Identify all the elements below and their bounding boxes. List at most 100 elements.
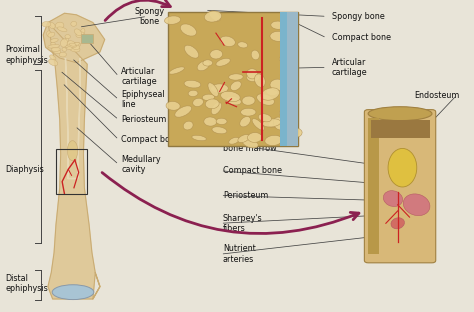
FancyBboxPatch shape	[168, 12, 299, 146]
Ellipse shape	[48, 45, 60, 48]
Ellipse shape	[258, 114, 272, 122]
Ellipse shape	[216, 118, 227, 124]
Ellipse shape	[246, 73, 260, 82]
Ellipse shape	[51, 42, 55, 46]
Ellipse shape	[65, 45, 76, 48]
Ellipse shape	[80, 28, 85, 36]
Ellipse shape	[220, 36, 235, 46]
Text: Epiphyseal
line: Epiphyseal line	[121, 90, 165, 110]
Ellipse shape	[205, 99, 219, 109]
FancyBboxPatch shape	[81, 34, 93, 43]
Ellipse shape	[279, 109, 295, 121]
Ellipse shape	[242, 139, 258, 148]
Ellipse shape	[69, 45, 80, 52]
Ellipse shape	[52, 48, 61, 54]
Ellipse shape	[203, 60, 212, 66]
Text: Diaphysis: Diaphysis	[5, 165, 44, 174]
Ellipse shape	[229, 137, 239, 144]
Ellipse shape	[211, 102, 221, 115]
Ellipse shape	[209, 11, 221, 21]
Text: Proximal
ephiphysis: Proximal ephiphysis	[5, 45, 48, 65]
Ellipse shape	[71, 22, 77, 26]
Ellipse shape	[204, 11, 222, 22]
Polygon shape	[65, 58, 80, 178]
Ellipse shape	[61, 39, 67, 47]
Text: Sharpey's
fibers: Sharpey's fibers	[223, 214, 263, 233]
Ellipse shape	[270, 31, 287, 41]
Ellipse shape	[76, 32, 84, 37]
Ellipse shape	[238, 134, 249, 143]
Ellipse shape	[280, 35, 291, 42]
Ellipse shape	[42, 22, 51, 27]
FancyBboxPatch shape	[287, 12, 299, 146]
Ellipse shape	[211, 84, 228, 93]
Ellipse shape	[282, 63, 297, 72]
Text: Compact bone: Compact bone	[223, 166, 282, 175]
Ellipse shape	[48, 32, 55, 37]
Ellipse shape	[268, 119, 283, 127]
Ellipse shape	[62, 47, 66, 51]
Ellipse shape	[208, 83, 219, 97]
Ellipse shape	[184, 80, 201, 88]
Ellipse shape	[64, 38, 69, 43]
Ellipse shape	[247, 133, 262, 142]
FancyBboxPatch shape	[371, 120, 429, 138]
Text: Compact bone: Compact bone	[121, 135, 180, 144]
Ellipse shape	[192, 135, 206, 141]
Text: Medullary
cavity: Medullary cavity	[121, 155, 161, 174]
Ellipse shape	[67, 141, 78, 161]
Ellipse shape	[184, 45, 199, 58]
Ellipse shape	[166, 101, 180, 110]
Ellipse shape	[368, 107, 432, 121]
Ellipse shape	[230, 81, 241, 90]
Ellipse shape	[65, 35, 71, 39]
Ellipse shape	[403, 194, 430, 216]
Ellipse shape	[266, 88, 278, 95]
Text: Articular
cartilage: Articular cartilage	[331, 58, 367, 77]
Ellipse shape	[212, 127, 227, 134]
Text: Articular
cartilage: Articular cartilage	[121, 67, 157, 86]
Ellipse shape	[46, 31, 51, 37]
Ellipse shape	[180, 24, 197, 36]
Ellipse shape	[221, 91, 240, 102]
Ellipse shape	[193, 98, 203, 106]
Ellipse shape	[210, 50, 222, 59]
Bar	[56, 149, 87, 194]
Ellipse shape	[67, 47, 72, 50]
Ellipse shape	[50, 38, 58, 42]
Ellipse shape	[383, 191, 402, 207]
Ellipse shape	[175, 106, 191, 117]
Ellipse shape	[242, 96, 255, 105]
Ellipse shape	[246, 69, 258, 79]
Text: Spongy
bone: Spongy bone	[135, 7, 164, 26]
Ellipse shape	[261, 88, 280, 100]
Ellipse shape	[280, 69, 296, 79]
Ellipse shape	[51, 47, 60, 51]
Ellipse shape	[273, 117, 285, 130]
Ellipse shape	[183, 121, 193, 130]
Ellipse shape	[59, 52, 66, 57]
Ellipse shape	[188, 90, 198, 96]
Ellipse shape	[50, 55, 56, 60]
Ellipse shape	[286, 128, 302, 138]
Ellipse shape	[74, 29, 82, 36]
Ellipse shape	[391, 218, 404, 229]
Ellipse shape	[241, 108, 256, 116]
Ellipse shape	[57, 27, 67, 32]
Ellipse shape	[251, 50, 259, 60]
Ellipse shape	[73, 45, 80, 50]
Text: (b): (b)	[181, 132, 194, 141]
Ellipse shape	[69, 43, 76, 46]
Text: Periosteum: Periosteum	[121, 115, 166, 124]
Text: Distal
ephiphysis: Distal ephiphysis	[5, 274, 48, 293]
Ellipse shape	[227, 96, 241, 105]
FancyBboxPatch shape	[280, 12, 287, 146]
Text: Compact bone: Compact bone	[331, 33, 391, 42]
Ellipse shape	[55, 22, 64, 29]
Text: Nutrient
arteries: Nutrient arteries	[223, 245, 255, 264]
Ellipse shape	[256, 94, 274, 105]
FancyBboxPatch shape	[368, 118, 379, 254]
Ellipse shape	[265, 135, 282, 145]
Ellipse shape	[71, 42, 80, 46]
Ellipse shape	[67, 41, 75, 47]
